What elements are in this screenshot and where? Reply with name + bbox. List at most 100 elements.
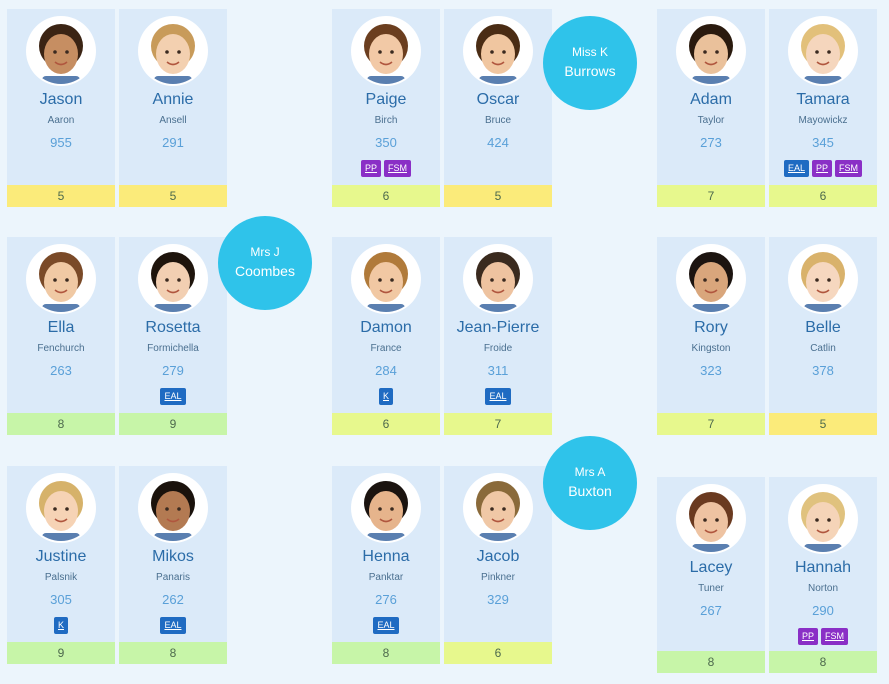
child-photo-icon xyxy=(678,18,744,84)
tag-list: K xyxy=(7,617,115,634)
student-card[interactable]: Rosetta Formichella 279 EAL 9 xyxy=(119,237,227,435)
student-score: 291 xyxy=(162,135,184,150)
child-photo-icon xyxy=(790,246,856,312)
child-photo-icon xyxy=(28,475,94,541)
student-card[interactable]: Rory Kingston 323 7 xyxy=(657,237,765,435)
teacher-title: Mrs A xyxy=(574,465,606,479)
grade-bar: 6 xyxy=(332,185,440,207)
student-score: 311 xyxy=(487,363,509,378)
teacher-name: Coombes xyxy=(235,263,295,279)
teacher-badge[interactable]: Mrs A Buxton xyxy=(543,436,637,530)
teacher-title: Miss K xyxy=(572,45,608,59)
child-photo-icon xyxy=(28,18,94,84)
student-card[interactable]: Mikos Panaris 262 EAL 8 xyxy=(119,466,227,664)
student-first-name: Lacey xyxy=(689,559,733,576)
tag-fsm-badge[interactable]: FSM xyxy=(821,628,848,645)
student-first-name: Tamara xyxy=(796,91,850,108)
student-last-name: Birch xyxy=(374,115,398,126)
student-first-name: Jacob xyxy=(476,548,520,565)
student-score: 350 xyxy=(375,135,397,150)
student-last-name: Catlin xyxy=(810,343,836,354)
tag-k-badge[interactable]: K xyxy=(53,617,68,634)
child-photo-icon xyxy=(678,486,744,552)
student-last-name: Formichella xyxy=(147,343,199,354)
student-last-name: France xyxy=(370,343,402,354)
student-last-name: Froide xyxy=(483,343,513,354)
student-card[interactable]: Adam Taylor 273 7 xyxy=(657,9,765,207)
grade-bar: 5 xyxy=(769,413,877,435)
student-card[interactable]: Henna Panktar 276 EAL 8 xyxy=(332,466,440,664)
student-card[interactable]: Damon France 284 K 6 xyxy=(332,237,440,435)
student-score: 284 xyxy=(375,363,397,378)
student-last-name: Fenchurch xyxy=(37,343,85,354)
tag-pp-badge[interactable]: PP xyxy=(360,160,381,177)
student-card[interactable]: Tamara Mayowickz 345 EAL PP FSM 6 xyxy=(769,9,877,207)
student-card[interactable]: Annie Ansell 291 5 xyxy=(119,9,227,207)
student-card[interactable]: Justine Palsnik 305 K 9 xyxy=(7,466,115,664)
student-score: 424 xyxy=(487,135,509,150)
grade-bar: 7 xyxy=(444,413,552,435)
student-card[interactable]: Belle Catlin 378 5 xyxy=(769,237,877,435)
tag-eal-badge[interactable]: EAL xyxy=(160,617,186,634)
child-photo-icon xyxy=(353,475,419,541)
student-last-name: Kingston xyxy=(691,343,731,354)
student-first-name: Henna xyxy=(362,548,410,565)
student-first-name: Adam xyxy=(690,91,732,108)
student-card[interactable]: Jason Aaron 955 5 xyxy=(7,9,115,207)
student-last-name: Mayowickz xyxy=(798,115,848,126)
tag-eal-badge[interactable]: EAL xyxy=(160,388,186,405)
student-card[interactable]: Jean-Pierre Froide 311 EAL 7 xyxy=(444,237,552,435)
student-score: 955 xyxy=(50,135,72,150)
student-first-name: Jean-Pierre xyxy=(456,319,540,336)
student-score: 276 xyxy=(375,592,397,607)
student-last-name: Ansell xyxy=(159,115,187,126)
teacher-title: Mrs J xyxy=(250,245,280,259)
grade-bar: 7 xyxy=(657,413,765,435)
student-card[interactable]: Hannah Norton 290 PP FSM 8 xyxy=(769,477,877,673)
grade-bar: 8 xyxy=(657,651,765,673)
teacher-badge[interactable]: Miss K Burrows xyxy=(543,16,637,110)
student-last-name: Panktar xyxy=(368,572,404,583)
tag-pp-badge[interactable]: PP xyxy=(797,628,818,645)
grade-bar: 7 xyxy=(657,185,765,207)
student-score: 290 xyxy=(812,603,834,618)
child-photo-icon xyxy=(140,475,206,541)
child-photo-icon xyxy=(140,246,206,312)
tag-list: K xyxy=(332,388,440,405)
student-card[interactable]: Ella Fenchurch 263 8 xyxy=(7,237,115,435)
student-last-name: Tuner xyxy=(698,583,724,594)
tag-eal-badge[interactable]: EAL xyxy=(783,160,809,177)
teacher-name: Buxton xyxy=(568,483,612,499)
student-last-name: Norton xyxy=(807,583,838,594)
child-photo-icon xyxy=(353,18,419,84)
student-first-name: Oscar xyxy=(476,91,520,108)
student-first-name: Paige xyxy=(365,91,407,108)
student-card[interactable]: Lacey Tuner 267 8 xyxy=(657,477,765,673)
grade-bar: 8 xyxy=(7,413,115,435)
student-first-name: Ella xyxy=(47,319,75,336)
grade-bar: 5 xyxy=(7,185,115,207)
student-card[interactable]: Jacob Pinkner 329 6 xyxy=(444,466,552,664)
student-score: 263 xyxy=(50,363,72,378)
tag-fsm-badge[interactable]: FSM xyxy=(835,160,863,177)
tag-eal-badge[interactable]: EAL xyxy=(373,617,399,634)
tag-k-badge[interactable]: K xyxy=(378,388,393,405)
student-score: 378 xyxy=(812,363,834,378)
grade-bar: 8 xyxy=(119,642,227,664)
tag-eal-badge[interactable]: EAL xyxy=(485,388,511,405)
tag-fsm-badge[interactable]: FSM xyxy=(384,160,411,177)
student-last-name: Panaris xyxy=(156,572,190,583)
grade-bar: 9 xyxy=(7,642,115,664)
student-card[interactable]: Oscar Bruce 424 5 xyxy=(444,9,552,207)
student-last-name: Bruce xyxy=(484,115,512,126)
student-first-name: Rory xyxy=(694,319,728,336)
student-first-name: Mikos xyxy=(152,548,194,565)
child-photo-icon xyxy=(465,475,531,541)
student-card[interactable]: Paige Birch 350 PP FSM 6 xyxy=(332,9,440,207)
child-photo-icon xyxy=(28,246,94,312)
tag-pp-badge[interactable]: PP xyxy=(812,160,833,177)
student-score: 323 xyxy=(700,363,722,378)
student-last-name: Palsnik xyxy=(44,572,78,583)
teacher-badge[interactable]: Mrs J Coombes xyxy=(218,216,312,310)
student-score: 279 xyxy=(162,363,184,378)
